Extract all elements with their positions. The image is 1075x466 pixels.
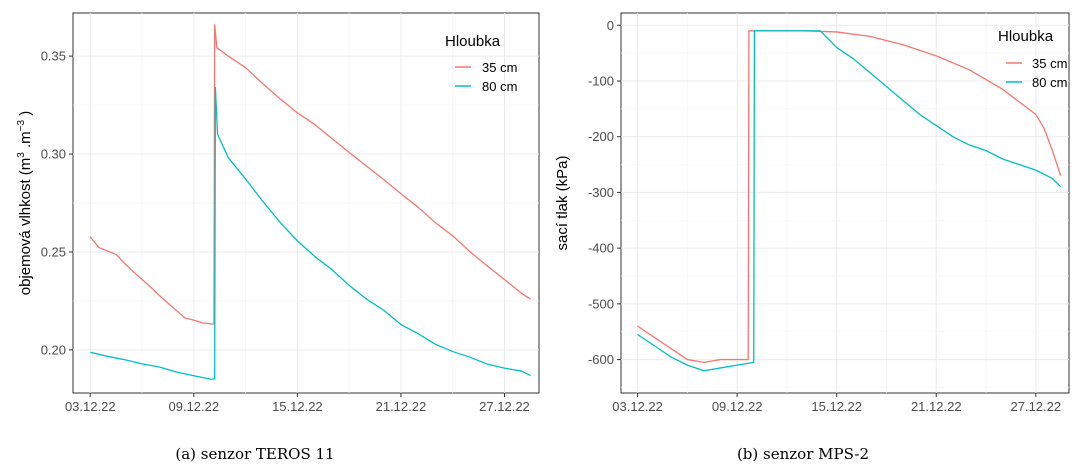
x-tick-label: 21.12.22 [911, 399, 962, 414]
legend: Hloubka 35 cm 80 cm [998, 28, 1067, 90]
chart-panel-b: -600 -500 -400 -300 -200 -100 0 03.12.22 09.12.… [554, 12, 1070, 463]
y-tick-label: 0.30 [41, 147, 66, 162]
x-tick-label: 03.12.22 [612, 399, 663, 414]
x-tick-label: 09.12.22 [712, 399, 763, 414]
y-axis-title-mid: .m [17, 131, 34, 152]
y-tick-label: 0.35 [41, 49, 66, 64]
y-axis-title: objemová vlhkost (m3 .m−3 ) [16, 111, 34, 296]
y-axis-title: sací tlak (kPa) [554, 155, 571, 250]
series-layer [89, 24, 531, 380]
x-axis-ticks: 03.12.22 09.12.22 15.12.22 21.12.22 27.12.22 [65, 393, 530, 414]
legend-title: Hloubka [998, 28, 1054, 45]
y-tick-label: -100 [588, 73, 614, 88]
legend-label-35cm: 35 cm [1032, 56, 1067, 71]
y-tick-label: -200 [588, 129, 614, 144]
x-tick-label: 09.12.22 [169, 399, 220, 414]
y-axis-title-exponent-2: −3 [16, 119, 27, 131]
x-tick-label: 21.12.22 [376, 399, 427, 414]
x-tick-label: 27.12.22 [479, 399, 530, 414]
legend: Hloubka 35 cm 80 cm [445, 33, 517, 94]
x-tick-label: 15.12.22 [272, 399, 323, 414]
y-tick-label: -600 [588, 352, 614, 367]
caption-a: (a) senzor TEROS 11 [175, 445, 334, 463]
series-line-80cm [90, 86, 531, 380]
chart-panel-a: 0.20 0.25 0.30 0.35 03.12.22 09.12.22 15.12.2… [16, 12, 540, 463]
x-tick-label: 03.12.22 [65, 399, 116, 414]
y-tick-label: -400 [588, 241, 614, 256]
series-line-80cm [637, 30, 1062, 372]
y-tick-label: 0 [607, 18, 614, 33]
legend-title: Hloubka [445, 33, 501, 50]
plot-border [620, 12, 1070, 394]
series-line-35cm [89, 24, 531, 325]
caption-b: (b) senzor MPS-2 [737, 445, 869, 463]
y-axis-title-main: objemová vlhkost (m [17, 158, 34, 296]
legend-label-80cm: 80 cm [1032, 75, 1067, 90]
legend-label-35cm: 35 cm [482, 60, 517, 75]
y-axis-title-exponent-1: 3 [16, 152, 27, 158]
series-layer [637, 30, 1062, 372]
x-tick-label: 27.12.22 [1011, 399, 1062, 414]
x-tick-label: 15.12.22 [811, 399, 862, 414]
y-axis-ticks: 0.20 0.25 0.30 0.35 [41, 49, 73, 357]
y-tick-label: -500 [588, 296, 614, 311]
y-tick-label: 0.20 [41, 342, 66, 357]
y-axis-ticks: -600 -500 -400 -300 -200 -100 0 [588, 18, 621, 367]
y-axis-title-end: ) [17, 111, 34, 120]
grid [73, 13, 539, 393]
x-axis-ticks: 03.12.22 09.12.22 15.12.22 21.12.22 27.12.22 [612, 393, 1061, 414]
y-tick-label: 0.25 [41, 244, 66, 259]
y-tick-label: -300 [588, 185, 614, 200]
legend-label-80cm: 80 cm [482, 79, 517, 94]
